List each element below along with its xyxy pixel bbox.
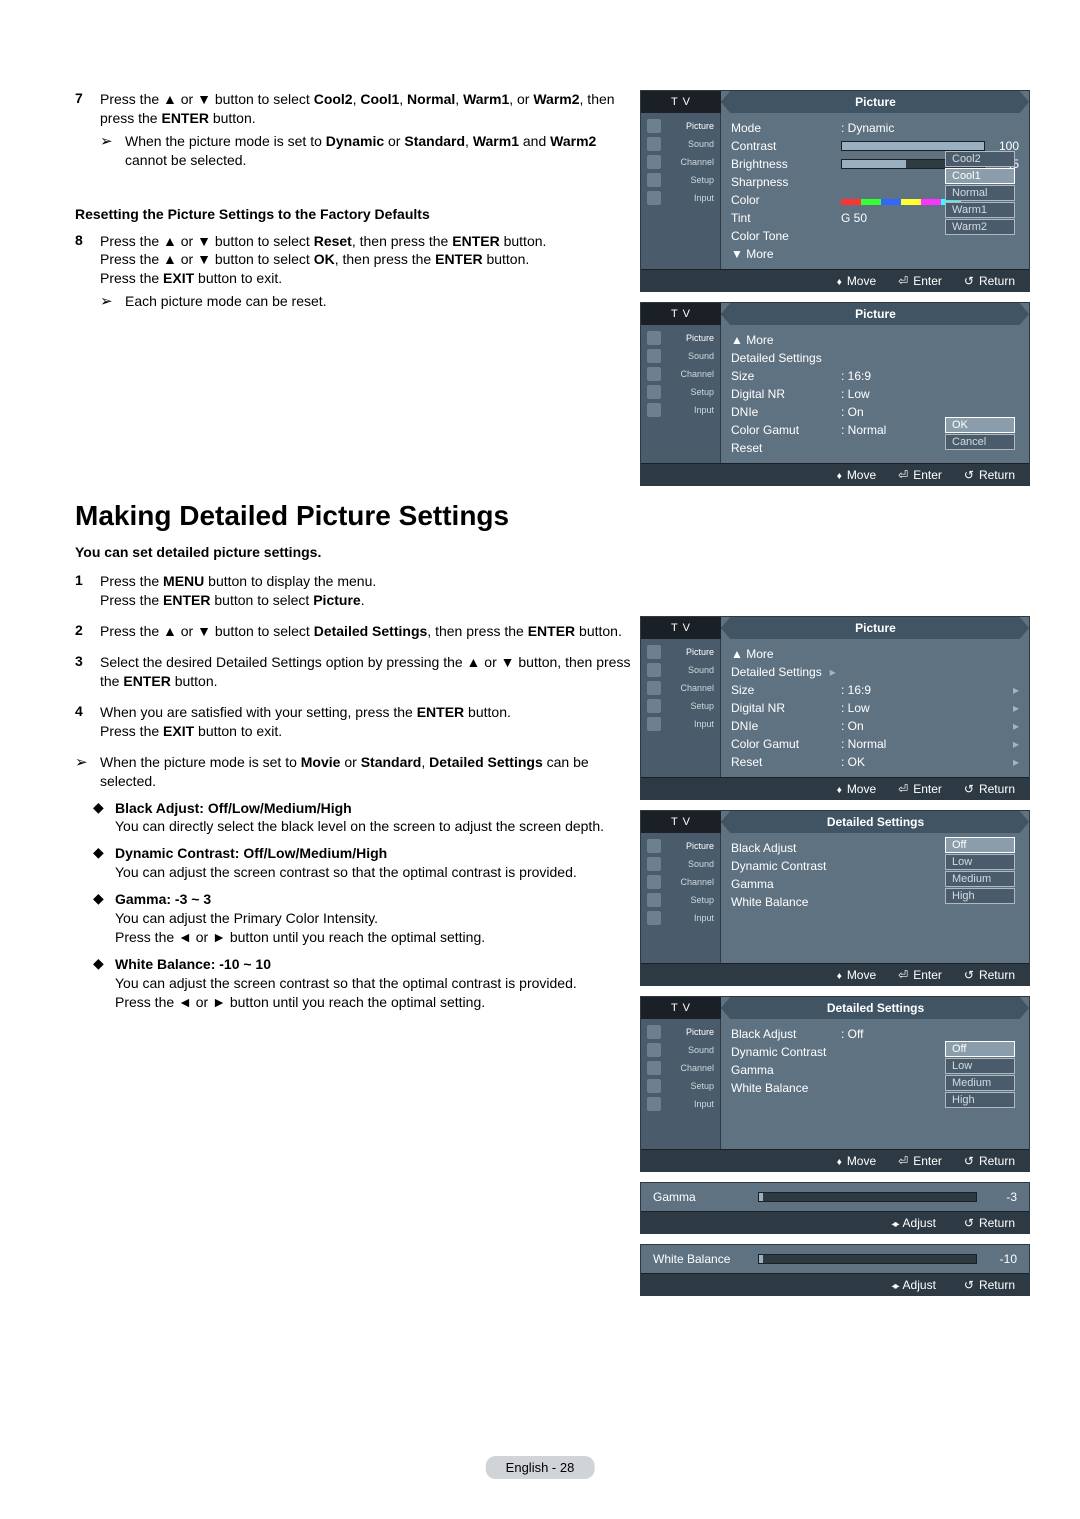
- footer-enter: Enter: [898, 274, 942, 288]
- blackadjust-dropdown[interactable]: Off Low Medium High: [945, 837, 1015, 904]
- bullet-black-adjust: ◆ Black Adjust: Off/Low/Medium/HighYou c…: [93, 799, 635, 837]
- step-3: 3 Select the desired Detailed Settings o…: [75, 653, 635, 691]
- osd-tv-label: T V: [641, 91, 721, 113]
- sidebar-item-sound[interactable]: Sound: [641, 135, 720, 153]
- osd-sidebar: Picture Sound Channel Setup Input: [641, 113, 721, 269]
- step-4: 4 When you are satisfied with your setti…: [75, 703, 635, 741]
- sidebar-item-picture[interactable]: Picture: [641, 117, 720, 135]
- note-icon: ➢: [75, 753, 100, 791]
- colortone-dropdown[interactable]: Cool2 Cool1 Normal Warm1 Warm2: [945, 151, 1015, 235]
- step-1: 1 Press the MENU button to display the m…: [75, 572, 635, 610]
- step-text: Select the desired Detailed Settings opt…: [100, 653, 635, 691]
- footer-return: Return: [964, 274, 1015, 288]
- step-number: 3: [75, 653, 100, 691]
- step-number: 8: [75, 232, 100, 321]
- step-text: When you are satisfied with your setting…: [100, 703, 635, 741]
- note-icon: ➢: [100, 132, 125, 170]
- osd-whitebalance-slider: White Balance -10 Adjust Return: [640, 1244, 1030, 1296]
- bullet-dynamic-contrast: ◆ Dynamic Contrast: Off/Low/Medium/HighY…: [93, 844, 635, 882]
- osd-picture-detailed: T V Picture Picture Sound Channel Setup …: [640, 616, 1030, 800]
- osd-detailed-blackadjust: T V Detailed Settings Picture Sound Chan…: [640, 810, 1030, 986]
- diamond-icon: ◆: [93, 890, 115, 947]
- osd-picture-reset: T V Picture Picture Sound Channel Setup …: [640, 302, 1030, 486]
- section-lead: You can set detailed picture settings.: [75, 544, 635, 560]
- step-number: 4: [75, 703, 100, 741]
- dyncontrast-dropdown[interactable]: Off Low Medium High: [945, 1041, 1015, 1108]
- step-number: 7: [75, 90, 100, 178]
- note-text: Each picture mode can be reset.: [125, 292, 635, 312]
- diamond-icon: ◆: [93, 799, 115, 837]
- instruction-column: 7 Press the ▲ or ▼ button to select Cool…: [75, 90, 635, 1011]
- whitebalance-slider[interactable]: [758, 1254, 977, 1264]
- section-title: Making Detailed Picture Settings: [75, 500, 635, 532]
- step-text: Press the ▲ or ▼ button to select Cool2,…: [100, 90, 635, 178]
- step-number: 1: [75, 572, 100, 610]
- sidebar-item-input[interactable]: Input: [641, 189, 720, 207]
- step-7: 7 Press the ▲ or ▼ button to select Cool…: [75, 90, 635, 178]
- gamma-slider[interactable]: [758, 1192, 977, 1202]
- note-icon: ➢: [100, 292, 125, 312]
- step-8: 8 Press the ▲ or ▼ button to select Rese…: [75, 232, 635, 321]
- step-2: 2 Press the ▲ or ▼ button to select Deta…: [75, 622, 635, 641]
- note-text: When the picture mode is set to Movie or…: [100, 753, 635, 791]
- bullet-gamma: ◆ Gamma: -3 ~ 3You can adjust the Primar…: [93, 890, 635, 947]
- step-text: Press the MENU button to display the men…: [100, 572, 635, 610]
- osd-detailed-dyncontrast: T V Detailed Settings Picture Sound Chan…: [640, 996, 1030, 1172]
- osd-group-top: T V Picture Picture Sound Channel Setup …: [640, 90, 1030, 496]
- diamond-icon: ◆: [93, 844, 115, 882]
- step-text: Press the ▲ or ▼ button to select Detail…: [100, 622, 635, 641]
- bullet-white-balance: ◆ White Balance: -10 ~ 10You can adjust …: [93, 955, 635, 1012]
- step-text: Press the ▲ or ▼ button to select Reset,…: [100, 232, 635, 321]
- note-text: When the picture mode is set to Dynamic …: [125, 132, 635, 170]
- osd-gamma-slider: Gamma -3 Adjust Return: [640, 1182, 1030, 1234]
- sidebar-item-setup[interactable]: Setup: [641, 171, 720, 189]
- osd-group-bottom: T V Picture Picture Sound Channel Setup …: [640, 616, 1030, 1306]
- step-number: 2: [75, 622, 100, 641]
- reset-heading: Resetting the Picture Settings to the Fa…: [75, 206, 635, 222]
- page-number: English - 28: [486, 1456, 595, 1479]
- sidebar-item-channel[interactable]: Channel: [641, 153, 720, 171]
- footer-move: Move: [837, 274, 876, 288]
- osd-picture-colortone: T V Picture Picture Sound Channel Setup …: [640, 90, 1030, 292]
- osd-title: Picture: [721, 91, 1029, 113]
- reset-dropdown[interactable]: OK Cancel: [945, 417, 1015, 450]
- diamond-icon: ◆: [93, 955, 115, 1012]
